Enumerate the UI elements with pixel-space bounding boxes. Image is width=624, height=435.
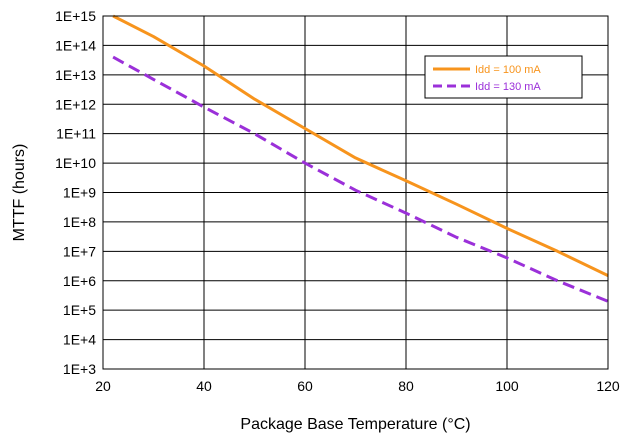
y-tick-label: 1E+13 — [55, 67, 96, 83]
legend-box — [424, 55, 583, 99]
legend-label: Idd = 100 mA — [475, 64, 541, 76]
y-tick-label: 1E+5 — [63, 302, 96, 318]
y-tick-label: 1E+4 — [63, 332, 96, 348]
y-axis-title: MTTF (hours) — [11, 144, 28, 242]
x-tick-label: 120 — [596, 378, 620, 394]
plot-frame — [102, 15, 609, 370]
y-tick-label: 1E+3 — [63, 361, 96, 377]
y-tick-label: 1E+8 — [63, 214, 96, 230]
x-axis-title: Package Base Temperature (°C) — [240, 416, 470, 433]
y-tick-label: 1E+12 — [55, 96, 96, 112]
series-line-1 — [112, 14, 609, 277]
y-tick-label: 1E+10 — [55, 155, 96, 171]
y-tick-label: 1E+14 — [55, 37, 96, 53]
legend-label: Idd = 130 mA — [475, 81, 541, 93]
y-tick-label: 1E+11 — [56, 126, 96, 142]
x-tick-label: 40 — [196, 378, 212, 394]
y-tick-label: 1E+9 — [63, 185, 96, 201]
x-axis-ticks: 20 40 60 80 100 120 — [95, 378, 620, 394]
y-axis-ticks: 1E+15 1E+14 1E+13 1E+12 1E+11 1E+10 1E+9 1E+8 1E… — [55, 8, 96, 377]
x-tick-label: 80 — [398, 378, 414, 394]
x-tick-label: 100 — [495, 378, 519, 394]
series-layer — [112, 14, 609, 303]
y-tick-label: 1E+15 — [55, 8, 96, 24]
legend: Idd = 100 mA Idd = 130 mA — [424, 55, 583, 99]
y-tick-label: 1E+6 — [63, 273, 96, 289]
y-tick-label: 1E+7 — [63, 243, 96, 259]
x-tick-label: 20 — [95, 378, 111, 394]
series-line-2 — [112, 55, 609, 303]
x-tick-label: 60 — [297, 378, 313, 394]
